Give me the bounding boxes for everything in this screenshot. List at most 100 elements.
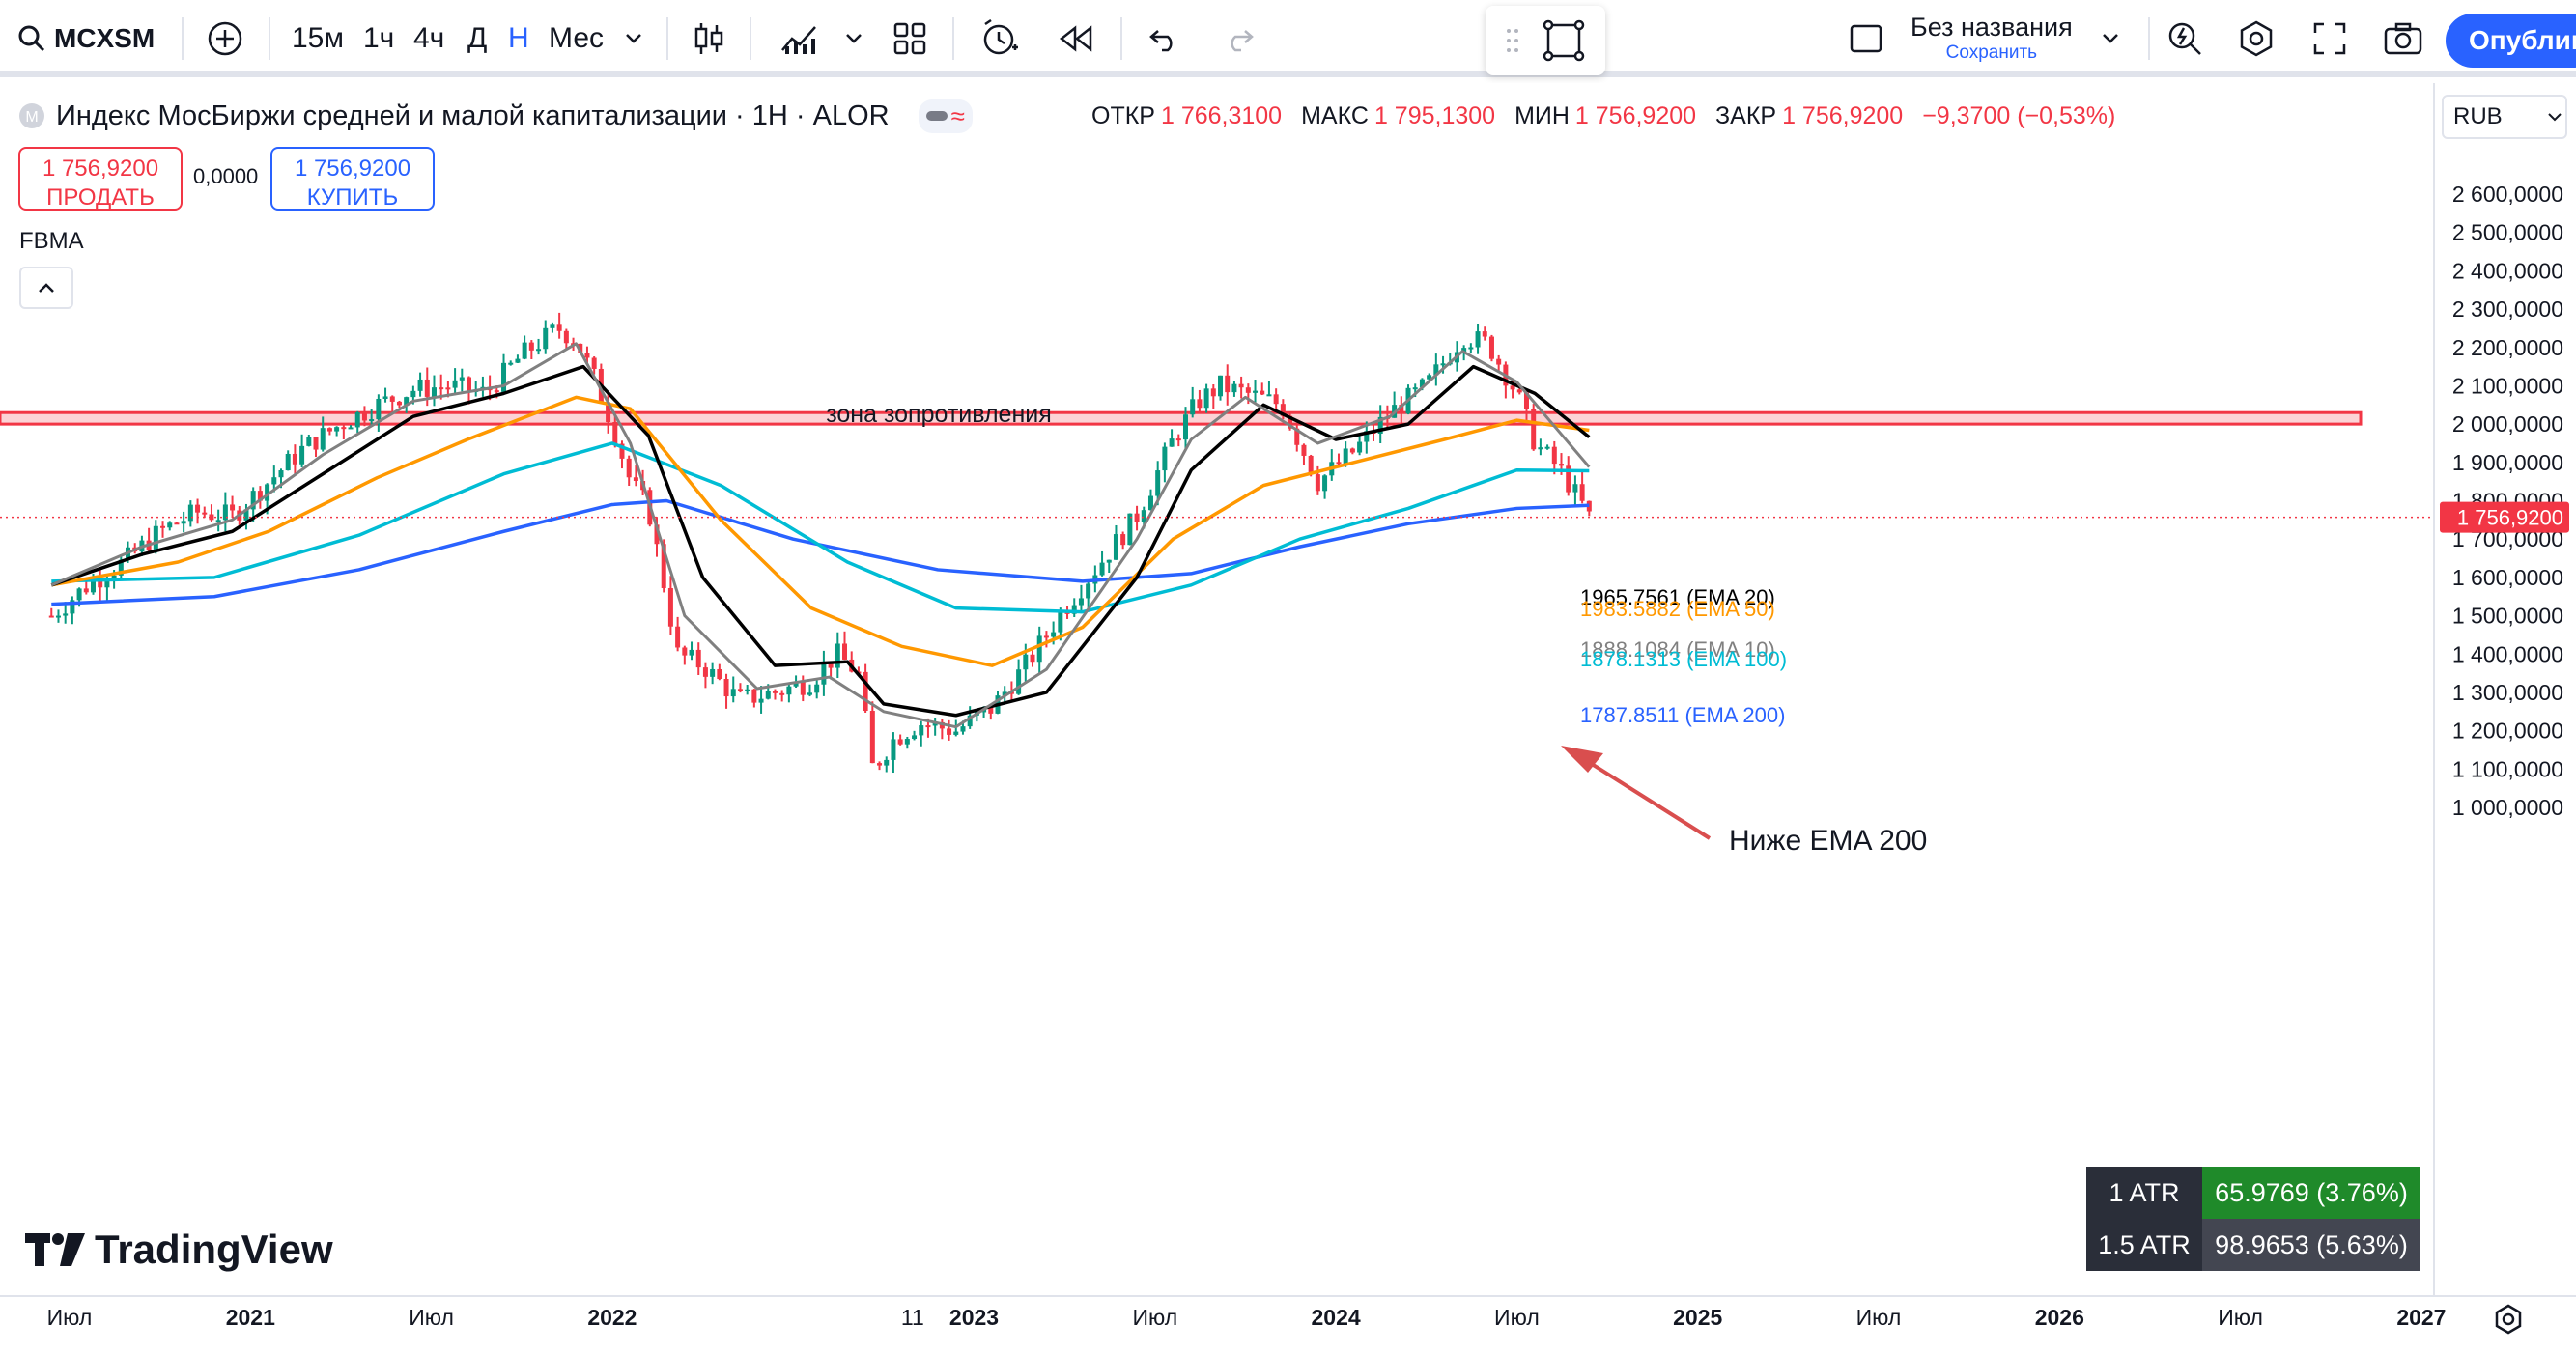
candle-body <box>745 689 750 691</box>
indicator-name[interactable]: FBMA <box>19 228 84 254</box>
candle-body <box>1175 438 1181 441</box>
screenshot-button[interactable] <box>2382 0 2424 77</box>
tradingview-logo[interactable]: TradingView <box>25 1227 333 1273</box>
last-price-label: 1 756,9200 <box>2457 506 2563 530</box>
buy-button[interactable]: 1 756,9200 КУПИТЬ <box>270 147 435 211</box>
layout-dropdown[interactable] <box>2096 0 2125 77</box>
annotation-arrow-head <box>1561 746 1603 773</box>
candle-body <box>1419 379 1425 388</box>
interval-15m[interactable]: 15м <box>292 0 344 77</box>
time-tick-label: 2027 <box>2396 1305 2446 1330</box>
close-label: ЗАКР <box>1715 101 1777 129</box>
sell-price: 1 756,9200 <box>42 155 159 182</box>
drag-handle-icon <box>1507 29 1518 52</box>
candle-body <box>278 470 284 478</box>
time-tick-label: Июл <box>47 1305 93 1330</box>
candle-body <box>76 588 82 601</box>
price-chart[interactable]: 2 600,0000 2 500,0000 2 400,0000 2 300,0000… <box>0 83 2576 1349</box>
candle-body <box>1308 455 1314 475</box>
layout-name-button[interactable]: Без названия Сохранить <box>1911 0 2073 77</box>
settings-button[interactable] <box>2235 0 2278 77</box>
candle-body <box>1566 465 1571 493</box>
price-tick-label: 2 300,0000 <box>2452 296 2563 322</box>
interval-day[interactable]: Д <box>467 0 487 77</box>
candle-body <box>209 514 214 521</box>
pill-icon <box>925 111 948 121</box>
candle-body <box>1058 611 1063 633</box>
sell-button[interactable]: 1 756,9200 ПРОДАТЬ <box>18 147 183 211</box>
candle-body <box>1399 405 1404 414</box>
candle-body <box>265 484 270 501</box>
fullscreen-icon <box>2313 22 2346 55</box>
candle-body <box>271 477 277 485</box>
candle-body <box>904 739 910 745</box>
layout-checkbox[interactable] <box>1847 0 1885 77</box>
indicators-dropdown[interactable] <box>842 0 865 77</box>
indicators-icon <box>781 26 816 54</box>
candle-body <box>417 379 423 391</box>
candle-body <box>654 524 660 545</box>
candle-body <box>633 477 638 481</box>
interval-4h[interactable]: 4ч <box>413 0 444 77</box>
layout-button[interactable] <box>889 0 931 77</box>
compare-add-button[interactable] <box>203 0 247 77</box>
candle-body <box>765 691 771 699</box>
candle-body <box>431 387 437 397</box>
interval-1h[interactable]: 1ч <box>363 0 394 77</box>
candle-body <box>1120 534 1126 546</box>
atr-value: 98.9653 (5.63%) <box>2202 1219 2420 1271</box>
candle-body <box>591 357 597 369</box>
interval-week[interactable]: Н <box>508 0 529 77</box>
drawing-tool-panel[interactable] <box>1486 6 1605 75</box>
chart-area[interactable]: 2 600,0000 2 500,0000 2 400,0000 2 300,0000… <box>0 83 2576 1349</box>
candle-body <box>1182 414 1188 440</box>
candle-body <box>404 397 410 406</box>
legend-toggle[interactable]: ≈ <box>918 99 973 133</box>
high-value: 1 795,1300 <box>1373 101 1496 129</box>
indicators-button[interactable] <box>778 0 821 77</box>
candle-body <box>424 379 430 397</box>
atr-label: 1 ATR <box>2086 1167 2202 1219</box>
chart-type-button[interactable] <box>688 0 730 77</box>
ema10-line <box>50 342 1591 729</box>
candle-body <box>452 380 458 388</box>
candle-body <box>348 427 354 430</box>
plus-circle-icon <box>208 21 242 56</box>
candle-body <box>410 390 416 398</box>
candle-body <box>661 544 666 589</box>
price-tick-label: 1 100,0000 <box>2452 756 2563 781</box>
candle-body <box>285 453 291 471</box>
fullscreen-button[interactable] <box>2308 0 2351 77</box>
candle-body <box>1051 632 1057 637</box>
candle-body <box>1113 534 1118 560</box>
ema-labels: 1965.7561 (EMA 20)1983.5882 (EMA 50) 1888… <box>1580 585 1787 727</box>
price-tick-label: 2 000,0000 <box>2452 411 2563 437</box>
symbol-search[interactable]: MCXSM <box>17 0 155 77</box>
time-tick-label: Июл <box>1856 1305 1902 1330</box>
undo-button[interactable] <box>1146 0 1184 77</box>
candle-body <box>689 649 694 656</box>
candle-body <box>682 647 688 656</box>
alert-button[interactable] <box>977 0 1022 77</box>
candle-body <box>1322 475 1328 492</box>
candle-body <box>382 396 388 399</box>
axis-settings-icon[interactable] <box>2495 1304 2522 1335</box>
interval-dropdown[interactable] <box>622 0 645 77</box>
currency-value: RUB <box>2453 103 2503 129</box>
time-tick-label: 2021 <box>226 1305 275 1330</box>
resistance-zone-rect <box>0 410 2363 426</box>
replay-button[interactable] <box>1055 0 1097 77</box>
currency-select[interactable]: RUB <box>2442 95 2567 139</box>
candle-body <box>354 412 360 428</box>
candle-body <box>863 671 868 712</box>
quick-search-button[interactable] <box>2164 0 2206 77</box>
redo-button[interactable] <box>1219 0 1258 77</box>
candle-body <box>1516 389 1522 393</box>
candle-body <box>202 512 208 515</box>
ema20-line <box>50 364 1591 718</box>
interval-month[interactable]: Мес <box>549 0 604 77</box>
publish-button[interactable]: Опублик <box>2446 14 2576 68</box>
collapse-indicators-button[interactable] <box>19 267 73 309</box>
interval-label: Д <box>467 22 488 54</box>
candle-body <box>326 428 332 432</box>
